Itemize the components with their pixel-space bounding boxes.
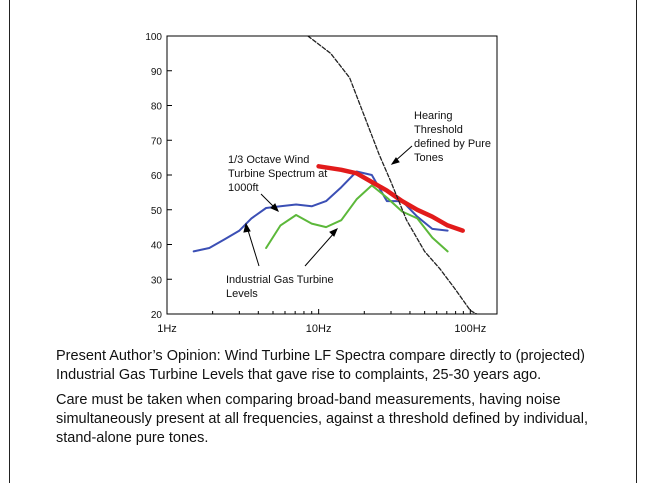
hearing-label-line4: Tones bbox=[414, 152, 444, 164]
x-tick-label: 10Hz bbox=[306, 323, 332, 335]
y-tick-label: 40 bbox=[151, 241, 163, 252]
gas-label-line1: Industrial Gas Turbine bbox=[226, 274, 334, 286]
plot-area-border bbox=[166, 35, 498, 315]
y-tick-label: 30 bbox=[151, 275, 163, 286]
hearing-label-line3: defined by Pure bbox=[414, 138, 491, 150]
y-tick-label: 60 bbox=[151, 171, 163, 182]
gas-arrow-left bbox=[246, 226, 260, 267]
gas-arrowhead-right bbox=[329, 228, 338, 237]
hearing-label-line2: Threshold bbox=[414, 124, 463, 136]
author-opinion-paragraph: Present Author’s Opinion: Wind Turbine L… bbox=[56, 348, 585, 383]
y-tick-label: 80 bbox=[151, 102, 163, 113]
y-tick-label: 100 bbox=[145, 32, 162, 43]
slide-frame bbox=[9, 0, 637, 483]
gas-label-line2: Levels bbox=[226, 288, 258, 300]
black-series-line bbox=[307, 36, 478, 314]
wind-label-line2: Turbine Spectrum at bbox=[228, 168, 327, 180]
red-series-line bbox=[316, 164, 465, 233]
y-tick-label: 20 bbox=[151, 310, 163, 321]
y-tick-label: 50 bbox=[151, 206, 163, 217]
x-tick-label: 1Hz bbox=[157, 323, 177, 335]
wind-arrowhead bbox=[270, 203, 279, 212]
y-tick-label: 70 bbox=[151, 136, 163, 147]
hearing-label-line1: Hearing bbox=[414, 110, 453, 122]
hearing-arrowhead bbox=[390, 157, 400, 165]
gas-arrow-right bbox=[304, 231, 336, 267]
gas-arrowhead-left bbox=[243, 222, 251, 233]
wind-label-line3: 1000ft bbox=[228, 182, 259, 194]
green-series-line bbox=[265, 184, 449, 253]
caution-paragraph: Care must be taken when comparing broad-… bbox=[56, 392, 588, 446]
y-tick-label: 90 bbox=[151, 67, 163, 78]
wind-label-line1: 1/3 Octave Wind bbox=[228, 154, 309, 166]
x-tick-label: 100Hz bbox=[454, 323, 486, 335]
